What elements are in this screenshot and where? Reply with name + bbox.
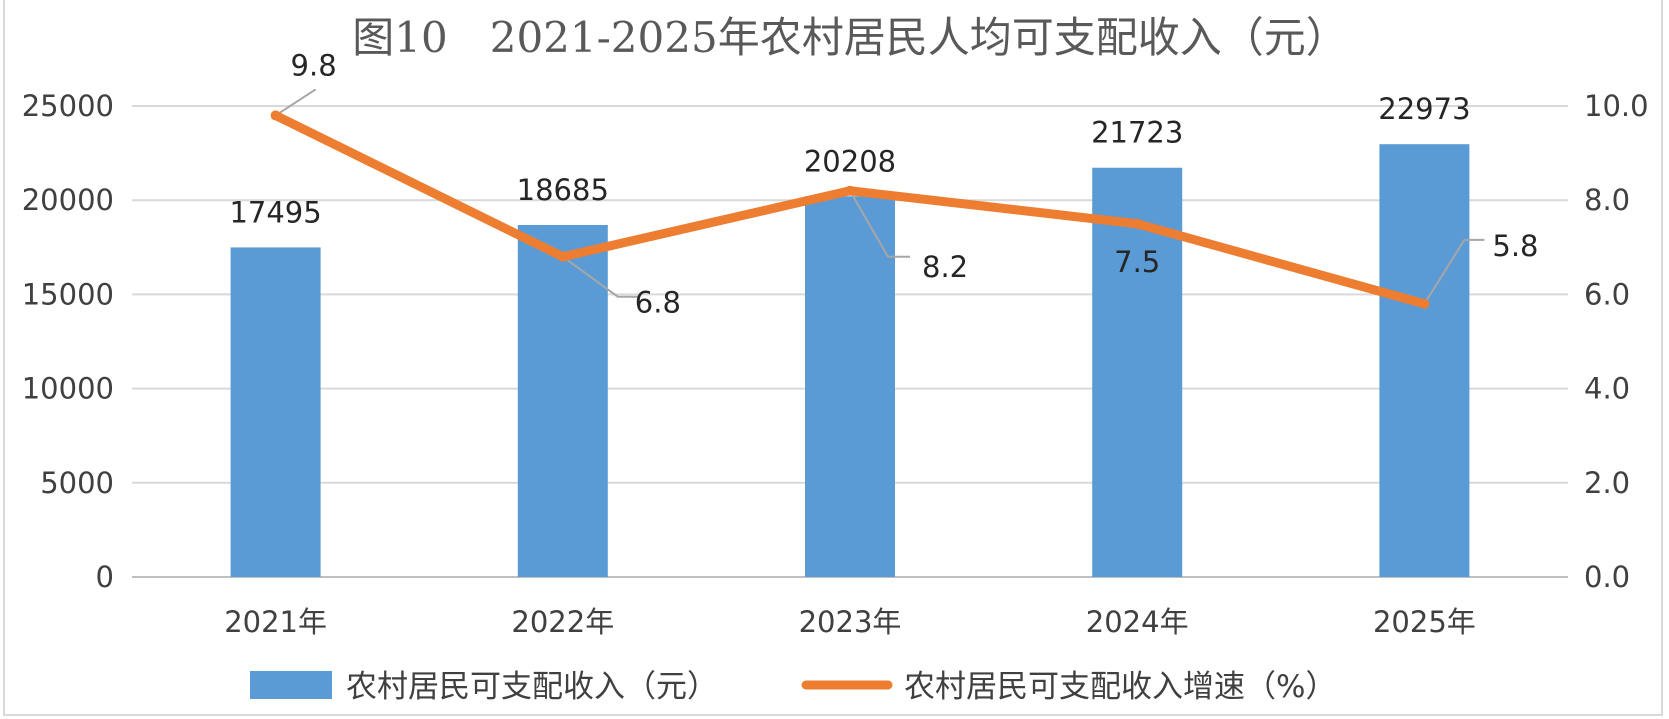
line-data-label: 6.8: [635, 286, 681, 320]
line-data-label: 8.2: [922, 250, 968, 284]
legend: 农村居民可支配收入（元） 农村居民可支配收入增速（%）: [250, 669, 1336, 705]
y-left-tick-label: 5000: [40, 466, 114, 500]
x-tick-label: 2023年: [799, 605, 902, 639]
line-data-label: 7.5: [1114, 245, 1160, 279]
label-leader-line: [1423, 238, 1485, 305]
label-leader-line: [849, 190, 910, 258]
line-data-label: 5.8: [1492, 229, 1538, 263]
x-tick-label: 2024年: [1086, 605, 1189, 639]
chart-title: 图10 2021-2025年农村居民人均可支配收入（元）: [352, 13, 1347, 62]
y-right-tick-label: 10.0: [1584, 89, 1649, 123]
y-left-tick-label: 0: [96, 560, 114, 594]
y-left-tick-label: 25000: [22, 89, 114, 123]
y-left-tick-label: 15000: [22, 277, 114, 311]
growth-point: [557, 251, 568, 262]
y-right-tick-label: 4.0: [1584, 372, 1630, 406]
label-leader-line: [562, 255, 638, 298]
bar: [1379, 144, 1470, 578]
bar-data-label: 20208: [804, 144, 896, 178]
chart-frame: [3, 0, 1663, 716]
x-tick-label: 2025年: [1373, 605, 1476, 639]
bar-data-label: 22973: [1378, 92, 1470, 126]
growth-point: [1419, 298, 1430, 309]
x-tick-label: 2022年: [511, 605, 614, 639]
label-leader-line: [275, 88, 317, 117]
x-tick-label: 2021年: [224, 605, 327, 639]
legend-bar-swatch: [250, 671, 332, 699]
bar-data-label: 18685: [517, 173, 609, 207]
y-right-tick-label: 8.0: [1584, 183, 1630, 217]
y-left-tick-label: 20000: [22, 183, 114, 217]
bar: [805, 196, 895, 577]
y-left-tick-label: 10000: [22, 372, 114, 406]
bar-data-label: 21723: [1091, 116, 1183, 150]
growth-point: [845, 185, 855, 196]
y-right-tick-label: 0.0: [1584, 560, 1630, 594]
bar: [517, 224, 608, 577]
growth-point: [1132, 218, 1143, 229]
legend-line-label: 农村居民可支配收入增速（%）: [904, 669, 1336, 705]
y-right-tick-label: 2.0: [1584, 466, 1630, 500]
legend-bar-label: 农村居民可支配收入（元）: [346, 669, 718, 705]
line-data-label: 9.8: [291, 48, 337, 82]
growth-point: [270, 110, 281, 121]
bar-data-label: 17495: [229, 195, 321, 229]
y-right-tick-label: 6.0: [1584, 277, 1630, 311]
bar: [230, 247, 321, 577]
